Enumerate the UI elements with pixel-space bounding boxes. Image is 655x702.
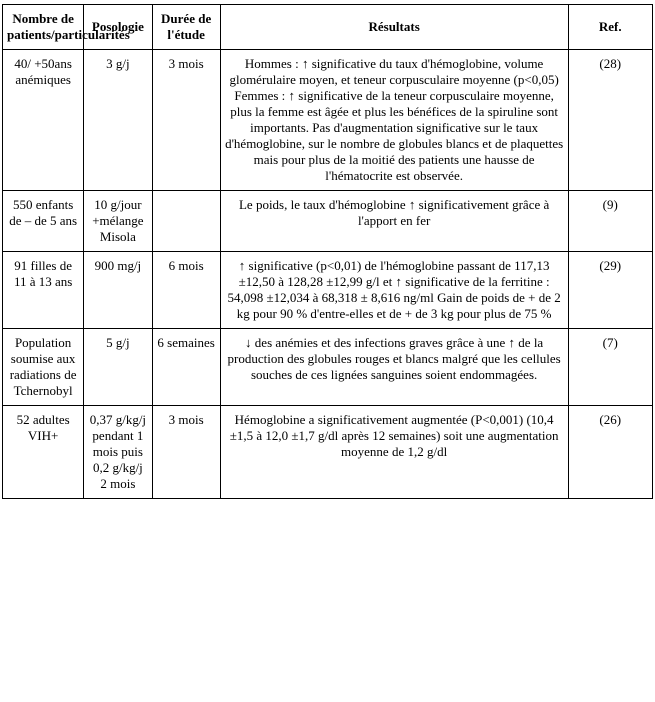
- cell-posologie: 5 g/j: [84, 329, 152, 406]
- header-posologie: Posologie: [84, 5, 152, 50]
- table-row: Population soumise aux radiations de Tch…: [3, 329, 653, 406]
- cell-nombre: Population soumise aux radiations de Tch…: [3, 329, 84, 406]
- cell-duree: 6 semaines: [152, 329, 220, 406]
- cell-ref: (7): [568, 329, 653, 406]
- header-nombre: Nombre de patients/particularités: [3, 5, 84, 50]
- cell-nombre: 40/ +50ans anémiques: [3, 50, 84, 191]
- cell-nombre: 550 enfants de – de 5 ans: [3, 191, 84, 252]
- cell-posologie: 10 g/jour +mélange Misola: [84, 191, 152, 252]
- clinical-studies-table: Nombre de patients/particularités Posolo…: [2, 4, 653, 499]
- table-row: 550 enfants de – de 5 ans 10 g/jour +mél…: [3, 191, 653, 252]
- table-row: 52 adultes VIH+ 0,37 g/kg/j pendant 1 mo…: [3, 406, 653, 499]
- header-ref: Ref.: [568, 5, 653, 50]
- table-row: 91 filles de 11 à 13 ans 900 mg/j 6 mois…: [3, 252, 653, 329]
- cell-posologie: 0,37 g/kg/j pendant 1 mois puis 0,2 g/kg…: [84, 406, 152, 499]
- cell-duree: 3 mois: [152, 50, 220, 191]
- header-duree: Durée de l'étude: [152, 5, 220, 50]
- cell-ref: (29): [568, 252, 653, 329]
- cell-nombre: 52 adultes VIH+: [3, 406, 84, 499]
- cell-ref: (28): [568, 50, 653, 191]
- cell-resultats: ↑ significative (p<0,01) de l'hémoglobin…: [220, 252, 568, 329]
- cell-nombre: 91 filles de 11 à 13 ans: [3, 252, 84, 329]
- table-header-row: Nombre de patients/particularités Posolo…: [3, 5, 653, 50]
- table-row: 40/ +50ans anémiques 3 g/j 3 mois Hommes…: [3, 50, 653, 191]
- cell-ref: (9): [568, 191, 653, 252]
- cell-posologie: 900 mg/j: [84, 252, 152, 329]
- cell-resultats: ↓ des anémies et des infections graves g…: [220, 329, 568, 406]
- cell-resultats: Le poids, le taux d'hémoglobine ↑ signif…: [220, 191, 568, 252]
- cell-duree: 3 mois: [152, 406, 220, 499]
- cell-resultats: Hémoglobine a significativement augmenté…: [220, 406, 568, 499]
- cell-posologie: 3 g/j: [84, 50, 152, 191]
- header-resultats: Résultats: [220, 5, 568, 50]
- cell-resultats: Hommes : ↑ significative du taux d'hémog…: [220, 50, 568, 191]
- cell-duree: [152, 191, 220, 252]
- cell-ref: (26): [568, 406, 653, 499]
- cell-duree: 6 mois: [152, 252, 220, 329]
